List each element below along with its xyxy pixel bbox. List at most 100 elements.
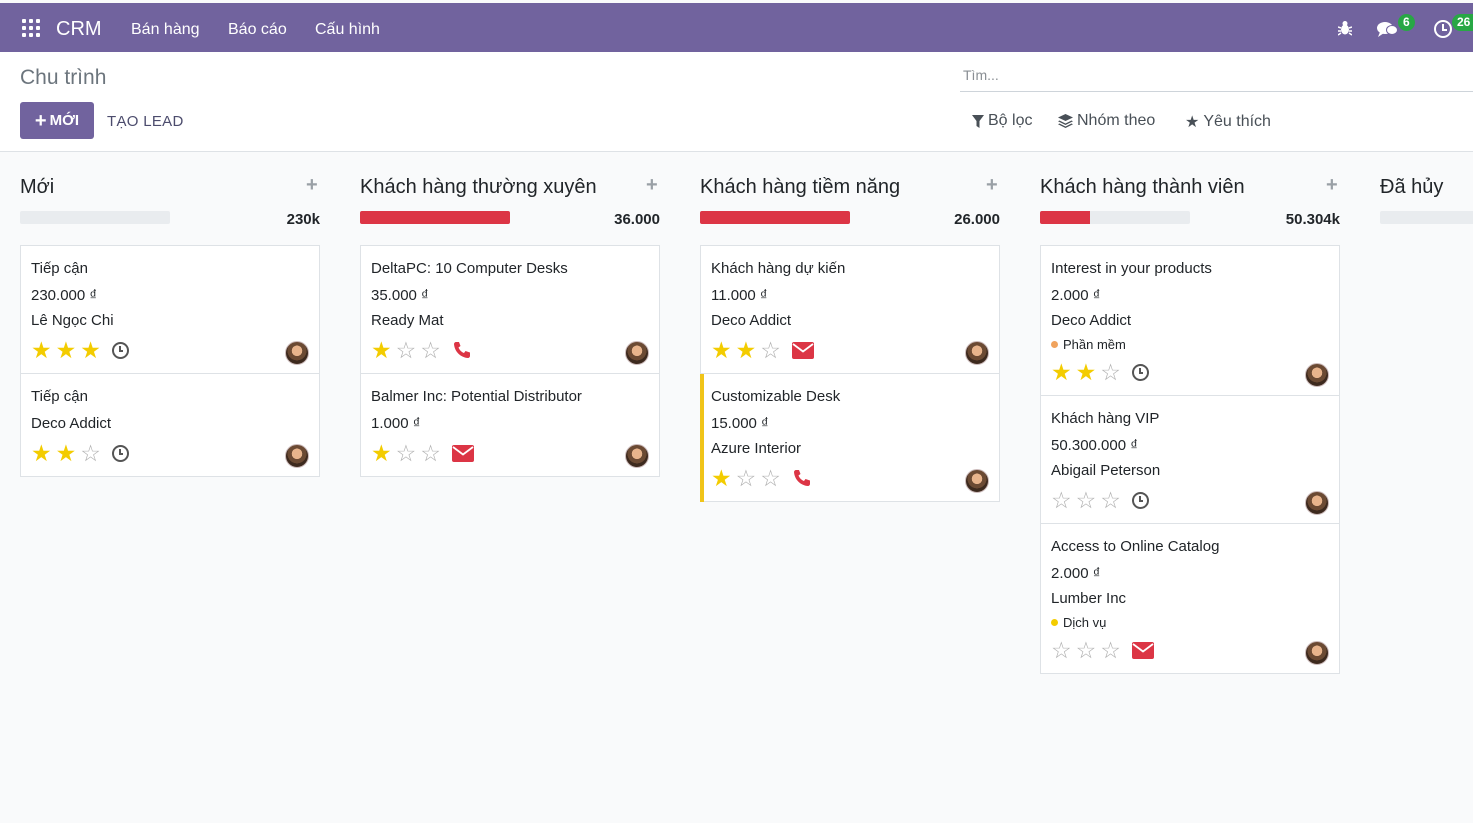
groupby-button[interactable]: Nhóm theo	[1058, 112, 1155, 130]
priority-star-icon[interactable]: ☆	[1100, 487, 1121, 513]
column-progress-bar[interactable]	[1040, 211, 1190, 224]
quick-create-plus-icon[interactable]: +	[306, 174, 318, 196]
priority-star-icon[interactable]: ★	[711, 337, 732, 363]
priority-star-icon[interactable]: ★	[80, 337, 101, 363]
apps-grid-icon[interactable]	[22, 19, 40, 37]
priority-star-icon[interactable]: ☆	[1075, 637, 1097, 663]
activity-phone-icon[interactable]	[453, 341, 471, 359]
column-progress-bar[interactable]	[1380, 211, 1473, 224]
app-name[interactable]: CRM	[56, 18, 102, 40]
salesperson-avatar[interactable]	[1305, 491, 1329, 515]
priority-star-icon[interactable]: ☆	[80, 440, 101, 466]
column-title[interactable]: Đã hủy	[1380, 176, 1444, 198]
priority-star-icon[interactable]: ☆	[1100, 359, 1121, 385]
breadcrumb: Chu trình	[20, 66, 107, 89]
quick-create-plus-icon[interactable]: +	[986, 174, 998, 196]
activity-mail-icon[interactable]	[791, 341, 814, 359]
tag-label: Dịch vụ	[1063, 614, 1107, 630]
salesperson-avatar[interactable]	[965, 341, 989, 365]
priority-star-icon[interactable]: ★	[371, 440, 392, 466]
groupby-label: Nhóm theo	[1077, 112, 1156, 129]
salesperson-avatar[interactable]	[625, 444, 649, 468]
activity-clock-icon[interactable]	[111, 444, 129, 462]
activity-mail-icon[interactable]	[1131, 641, 1154, 659]
priority-star-icon[interactable]: ☆	[760, 337, 781, 363]
kanban-card[interactable]: Access to Online Catalog 2.000 ₫ Lumber In…	[1041, 524, 1339, 673]
menu-item-config[interactable]: Cấu hình	[315, 21, 380, 38]
tag-label: Phần mềm	[1063, 336, 1126, 352]
column-progress-bar[interactable]	[360, 211, 510, 224]
kanban-card[interactable]: Customizable Desk 15.000 ₫ Azure Interior ★…	[700, 374, 999, 502]
priority-star-icon[interactable]: ★	[371, 337, 392, 363]
priority-star-icon[interactable]: ☆	[1051, 637, 1072, 663]
quick-create-plus-icon[interactable]: +	[646, 174, 658, 196]
activity-clock-icon[interactable]	[1131, 363, 1149, 381]
priority-star-icon[interactable]: ★	[55, 337, 77, 363]
filters-button[interactable]: Bộ lọc	[972, 112, 1032, 130]
create-lead-button[interactable]: TẠO LEAD	[107, 113, 184, 130]
column-title[interactable]: Khách hàng tiềm năng	[700, 176, 901, 198]
search-input[interactable]	[960, 60, 1473, 90]
activity-clock-icon[interactable]	[1131, 491, 1149, 509]
priority-star-icon[interactable]: ☆	[760, 465, 781, 491]
new-button[interactable]: + MỚI	[20, 102, 94, 139]
layers-icon	[1058, 114, 1073, 128]
card-title: Khách hàng dự kiến	[711, 260, 846, 277]
kanban-card[interactable]: Khách hàng dự kiến 11.000 ₫ Deco Addict ★ ★ ☆	[701, 246, 999, 374]
priority-star-icon[interactable]: ☆	[420, 337, 441, 363]
priority-star-icon[interactable]: ☆	[1100, 637, 1121, 663]
priority-star-icon[interactable]: ☆	[420, 440, 441, 466]
priority-star-icon[interactable]: ★	[31, 337, 52, 363]
kanban-card[interactable]: Balmer Inc: Potential Distributor 1.000 ₫…	[361, 374, 659, 476]
priority-star-icon[interactable]: ★	[31, 440, 52, 466]
quick-create-plus-icon[interactable]: +	[1326, 174, 1338, 196]
salesperson-avatar[interactable]	[965, 469, 989, 493]
card-customer: Lê Ngọc Chi	[31, 312, 114, 329]
card-amount: 15.000 ₫	[711, 415, 769, 432]
activity-phone-icon[interactable]	[793, 469, 811, 487]
column-total: 50.304k	[1285, 211, 1340, 228]
new-button-label: MỚI	[49, 112, 80, 129]
priority-star-icon[interactable]: ★	[55, 440, 77, 466]
menu-item-sales[interactable]: Bán hàng	[131, 21, 200, 38]
salesperson-avatar[interactable]	[285, 444, 309, 468]
column-title[interactable]: Khách hàng thành viên	[1040, 176, 1245, 198]
card-amount: 2.000 ₫	[1051, 565, 1101, 582]
column-total: 36.000	[614, 211, 660, 228]
column-title[interactable]: Mới	[20, 176, 55, 198]
priority-star-icon[interactable]: ★	[735, 337, 757, 363]
priority-star-icon[interactable]: ★	[1075, 359, 1097, 385]
priority-star-icon[interactable]: ☆	[1075, 487, 1097, 513]
salesperson-avatar[interactable]	[285, 341, 309, 365]
card-title: Interest in your products	[1051, 260, 1212, 277]
kanban-card[interactable]: Khách hàng VIP 50.300.000 ₫ Abigail Peters…	[1041, 396, 1339, 524]
column-progress-bar[interactable]	[20, 211, 170, 224]
kanban-card[interactable]: Interest in your products 2.000 ₫ Deco Add…	[1041, 246, 1339, 396]
column-title[interactable]: Khách hàng thường xuyên	[360, 176, 597, 198]
favorites-button[interactable]: ★ Yêu thích	[1185, 112, 1271, 132]
kanban-card[interactable]: Tiếp cận Deco Addict ★ ★ ☆	[21, 374, 319, 476]
column-progress-bar[interactable]	[700, 211, 850, 224]
kanban-card[interactable]: Tiếp cận 230.000 ₫ Lê Ngọc Chi ★ ★ ★	[21, 246, 319, 374]
activity-clock-icon[interactable]	[111, 341, 129, 359]
priority-star-icon[interactable]: ☆	[395, 440, 417, 466]
menu-item-reports[interactable]: Báo cáo	[228, 21, 287, 38]
card-amount: 230.000 ₫	[31, 287, 98, 304]
priority-star-icon[interactable]: ★	[1051, 359, 1072, 385]
activities-clock-icon[interactable]	[1434, 20, 1452, 38]
card-footer: ★ ☆ ☆	[371, 440, 649, 466]
kanban-card[interactable]: DeltaPC: 10 Computer Desks 35.000 ₫ Ready …	[361, 246, 659, 374]
debug-bug-icon[interactable]	[1338, 20, 1352, 36]
salesperson-avatar[interactable]	[1305, 641, 1329, 665]
priority-star-icon[interactable]: ☆	[395, 337, 417, 363]
star-icon: ★	[1185, 114, 1200, 131]
messages-icon[interactable]	[1377, 21, 1398, 37]
priority-star-icon[interactable]: ★	[711, 465, 732, 491]
priority-star-icon[interactable]: ☆	[1051, 487, 1072, 513]
progress-fill	[360, 211, 510, 224]
salesperson-avatar[interactable]	[625, 341, 649, 365]
card-list: DeltaPC: 10 Computer Desks 35.000 ₫ Ready …	[360, 245, 660, 477]
salesperson-avatar[interactable]	[1305, 363, 1329, 387]
activity-mail-icon[interactable]	[451, 444, 474, 462]
priority-star-icon[interactable]: ☆	[735, 465, 757, 491]
